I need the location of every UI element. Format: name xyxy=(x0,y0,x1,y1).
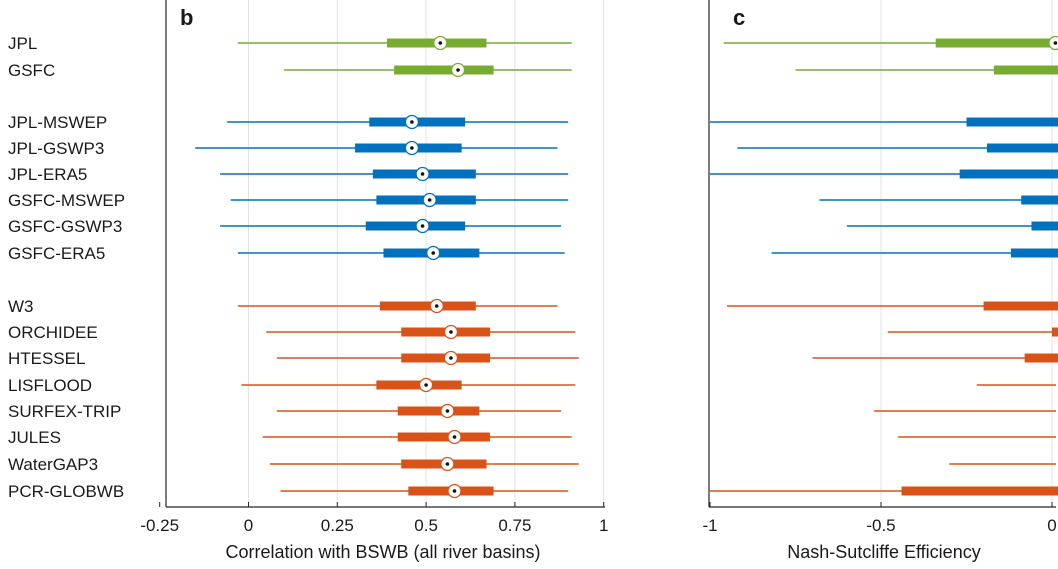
median-dot xyxy=(438,41,443,45)
median-dot xyxy=(449,330,453,334)
x-tick-label: 0.75 xyxy=(498,516,531,535)
iqr-box xyxy=(959,169,1058,179)
box-gsfc-era5 xyxy=(237,245,565,261)
model-label-pcr-globwb: PCR-GLOBWB xyxy=(8,482,124,501)
box-surfex-trip xyxy=(276,403,562,419)
box-pcr-globwb xyxy=(280,483,569,499)
iqr-box xyxy=(1024,353,1058,363)
model-labels: JPL GSFC JPL-MSWEP JPL-GSWP3 JPL-ERA5 GSFC-MS… xyxy=(8,34,125,501)
median-dot xyxy=(424,383,428,387)
box-jpl-gswp3 xyxy=(737,143,1058,153)
box-surfex-trip xyxy=(874,410,1056,412)
box-htessel xyxy=(812,353,1058,363)
box-gsfc-gswp3 xyxy=(846,221,1058,231)
box-lisflood xyxy=(976,384,1056,386)
box-jpl-gswp3 xyxy=(195,140,558,156)
iqr-box xyxy=(983,301,1058,311)
model-label-gsfc: GSFC xyxy=(8,61,55,80)
x-tick-label: 0 xyxy=(244,516,253,535)
model-label-jpl-era5: JPL-ERA5 xyxy=(8,165,87,184)
model-label-gsfc-gswp3: GSFC-GSWP3 xyxy=(8,217,122,236)
box-gsfc-mswep xyxy=(230,192,569,208)
median-dot xyxy=(445,409,450,413)
model-label-gsfc-era5: GSFC-ERA5 xyxy=(8,244,105,263)
x-tick-label: -0.25 xyxy=(140,516,179,535)
box-orchidee xyxy=(266,324,576,340)
box-jpl-mswep xyxy=(710,117,1058,127)
iqr-box xyxy=(993,65,1058,75)
median-dot xyxy=(1053,41,1058,45)
panel-b-correlation: b Correlation with BSWB (all river basin… xyxy=(140,0,608,562)
x-tick-label: 0 xyxy=(1047,516,1056,535)
box-gsfc-mswep xyxy=(819,195,1058,205)
box-jpl-mswep xyxy=(227,114,569,130)
box-jpl xyxy=(237,35,572,51)
median-dot xyxy=(420,224,425,228)
model-label-surfex-trip: SURFEX-TRIP xyxy=(8,402,121,421)
median-dot xyxy=(410,146,414,150)
median-dot xyxy=(420,172,425,176)
iqr-box xyxy=(397,432,491,442)
median-dot xyxy=(427,198,432,202)
x-tick-label: 1 xyxy=(599,516,608,535)
panel-b-letter: b xyxy=(180,5,193,30)
box-jpl-era5 xyxy=(220,166,569,182)
median-marker xyxy=(1048,35,1058,51)
box-gsfc xyxy=(284,62,572,78)
box-watergap3 xyxy=(269,456,579,472)
median-dot xyxy=(449,356,453,360)
model-label-htessel: HTESSEL xyxy=(8,349,85,368)
model-label-w3: W3 xyxy=(8,297,34,316)
box-jpl xyxy=(723,35,1058,51)
model-label-gsfc-mswep: GSFC-MSWEP xyxy=(8,191,125,210)
x-tick-label: 0.25 xyxy=(321,516,354,535)
model-label-jules: JULES xyxy=(8,428,61,447)
median-dot xyxy=(410,120,414,124)
iqr-box xyxy=(394,65,494,75)
box-watergap3 xyxy=(949,463,1056,465)
median-dot xyxy=(434,304,439,308)
model-label-jpl-gswp3: JPL-GSWP3 xyxy=(8,139,104,158)
iqr-box xyxy=(1052,327,1058,337)
iqr-box xyxy=(1031,221,1058,231)
box-htessel xyxy=(276,350,579,366)
box-jules xyxy=(262,429,572,445)
model-label-watergap3: WaterGAP3 xyxy=(8,455,98,474)
median-dot xyxy=(452,489,457,493)
iqr-box xyxy=(1010,248,1058,258)
x-tick-label: -0.5 xyxy=(866,516,895,535)
median-dot xyxy=(431,251,436,255)
panel-c-x-axis-label: Nash-Sutcliffe Efficiency xyxy=(787,542,980,562)
iqr-box xyxy=(901,486,1058,496)
model-label-jpl-mswep: JPL-MSWEP xyxy=(8,113,107,132)
iqr-box xyxy=(1021,195,1058,205)
box-jpl-era5 xyxy=(710,169,1058,179)
box-gsfc-gswp3 xyxy=(220,218,562,234)
median-dot xyxy=(452,435,457,439)
box-gsfc-era5 xyxy=(771,248,1058,258)
box-w3 xyxy=(727,301,1058,311)
box-lisflood xyxy=(241,377,576,393)
x-tick-label: 0.5 xyxy=(414,516,438,535)
iqr-box xyxy=(379,301,476,311)
box-orchidee xyxy=(887,327,1058,337)
model-label-orchidee: ORCHIDEE xyxy=(8,323,98,342)
model-label-lisflood: LISFLOOD xyxy=(8,376,92,395)
x-tick-label: -1 xyxy=(702,516,717,535)
iqr-box xyxy=(397,406,480,416)
panel-c-letter: c xyxy=(733,5,745,30)
panel-c-nse: c Nash-Sutcliffe Efficiency -1-0.500.51 xyxy=(702,0,1058,562)
box-pcr-globwb xyxy=(710,486,1058,496)
iqr-box xyxy=(966,117,1058,127)
iqr-box xyxy=(935,38,1058,48)
box-jules xyxy=(898,436,1056,438)
iqr-box xyxy=(987,143,1058,153)
box-gsfc xyxy=(795,65,1058,75)
median-dot xyxy=(456,68,460,72)
box-w3 xyxy=(237,298,558,314)
median-dot xyxy=(445,462,450,466)
panel-b-x-axis-label: Correlation with BSWB (all river basins) xyxy=(225,542,540,562)
model-label-jpl: JPL xyxy=(8,34,37,53)
